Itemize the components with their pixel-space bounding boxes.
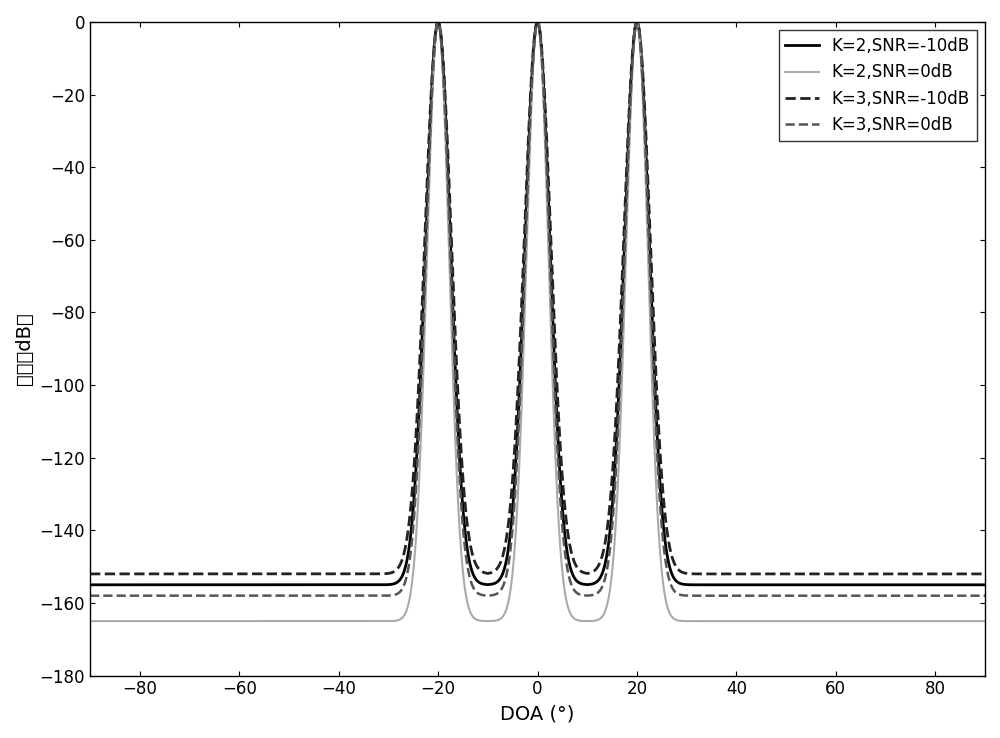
K=3,SNR=0dB [979, 591, 991, 600]
K=3,SNR=-10dB [522, 151, 534, 160]
K=2,SNR=0dB [84, 617, 96, 626]
K=2,SNR=-10dB [88, 580, 100, 589]
K=2,SNR=-10dB [259, 580, 271, 589]
K=3,SNR=-10dB [88, 570, 100, 579]
K=2,SNR=0dB [88, 617, 100, 626]
K=2,SNR=-10dB [84, 580, 96, 589]
K=3,SNR=-10dB [259, 570, 271, 579]
Line: K=2,SNR=-10dB: K=2,SNR=-10dB [90, 22, 985, 584]
K=2,SNR=-10dB [979, 580, 991, 589]
K=2,SNR=-10dB [932, 580, 944, 589]
K=2,SNR=-10dB [522, 170, 534, 179]
Y-axis label: 增益（dB）: 增益（dB） [15, 312, 34, 385]
K=2,SNR=0dB [522, 213, 534, 222]
K=3,SNR=0dB [88, 591, 100, 600]
Line: K=3,SNR=0dB: K=3,SNR=0dB [90, 22, 985, 596]
K=2,SNR=0dB [138, 617, 150, 626]
K=2,SNR=0dB [259, 617, 271, 626]
K=3,SNR=-10dB [932, 570, 944, 579]
K=3,SNR=-10dB [121, 570, 133, 579]
K=3,SNR=0dB [138, 591, 150, 600]
Legend: K=2,SNR=-10dB, K=2,SNR=0dB, K=3,SNR=-10dB, K=3,SNR=0dB: K=2,SNR=-10dB, K=2,SNR=0dB, K=3,SNR=-10d… [779, 30, 977, 141]
Line: K=2,SNR=0dB: K=2,SNR=0dB [90, 22, 985, 621]
K=3,SNR=-10dB [979, 570, 991, 579]
K=2,SNR=0dB [121, 617, 133, 626]
X-axis label: DOA (°): DOA (°) [500, 704, 575, 723]
Line: K=3,SNR=-10dB: K=3,SNR=-10dB [90, 22, 985, 574]
K=3,SNR=-10dB [138, 570, 150, 579]
K=2,SNR=-10dB [138, 580, 150, 589]
K=3,SNR=0dB [84, 591, 96, 600]
K=2,SNR=0dB [432, 18, 444, 27]
K=2,SNR=-10dB [121, 580, 133, 589]
K=3,SNR=0dB [259, 591, 271, 600]
K=3,SNR=0dB [932, 591, 944, 600]
K=3,SNR=-10dB [84, 570, 96, 579]
K=2,SNR=0dB [979, 617, 991, 626]
K=3,SNR=0dB [522, 182, 534, 190]
K=3,SNR=0dB [432, 18, 444, 27]
K=3,SNR=-10dB [432, 18, 444, 27]
K=2,SNR=-10dB [432, 18, 444, 27]
K=3,SNR=0dB [121, 591, 133, 600]
K=2,SNR=0dB [932, 617, 944, 626]
